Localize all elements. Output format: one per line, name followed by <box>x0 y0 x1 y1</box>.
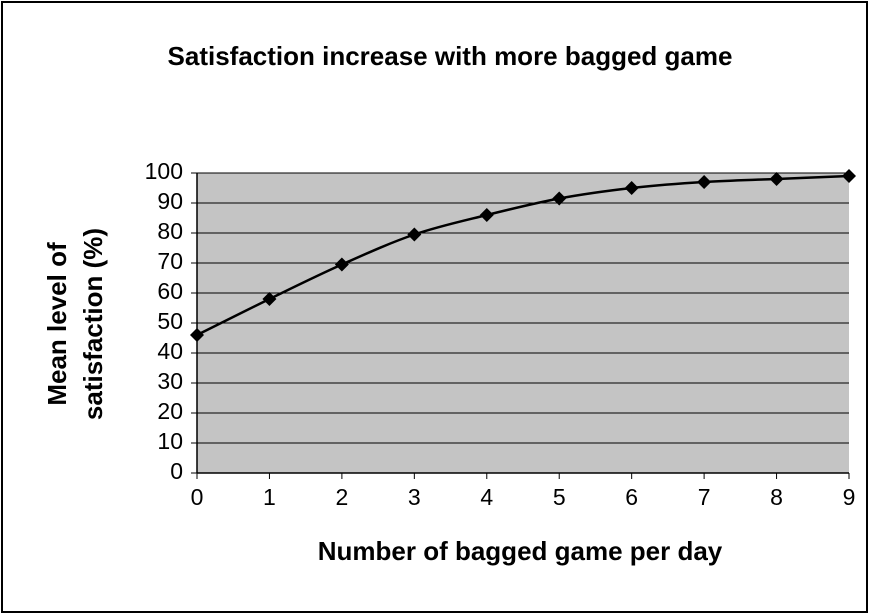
y-tick-label: 80 <box>157 218 183 244</box>
data-point <box>262 292 277 306</box>
y-tick-label: 40 <box>157 338 183 364</box>
data-point <box>697 175 712 189</box>
data-point <box>769 172 784 186</box>
data-point <box>624 181 639 195</box>
y-tick-label: 70 <box>157 248 183 274</box>
y-tick-label: 10 <box>157 428 183 454</box>
y-tick-label: 30 <box>157 368 183 394</box>
x-tick-label: 0 <box>191 484 204 510</box>
x-tick-label: 8 <box>770 484 783 510</box>
x-axis-label: Number of bagged game per day <box>317 536 723 566</box>
y-tick-label: 20 <box>157 398 183 424</box>
series-line <box>196 174 850 337</box>
x-tick-label: 6 <box>625 484 638 510</box>
data-point <box>334 257 349 272</box>
data-point <box>479 208 494 222</box>
x-tick-label: 3 <box>408 484 421 510</box>
data-point <box>842 169 856 183</box>
y-tick-label: 90 <box>157 188 183 214</box>
data-point <box>190 328 204 342</box>
y-tick-label: 100 <box>145 158 183 184</box>
data-point <box>407 227 422 242</box>
x-tick-label: 7 <box>698 484 711 510</box>
x-tick-label: 4 <box>480 484 493 510</box>
y-tick-label: 0 <box>170 458 183 484</box>
x-tick-label: 2 <box>335 484 348 510</box>
chart-title: Satisfaction increase with more bagged g… <box>167 41 733 71</box>
x-tick-label: 5 <box>553 484 566 510</box>
x-tick-label: 1 <box>263 484 276 510</box>
y-tick-label: 60 <box>157 278 183 304</box>
x-tick-label: 9 <box>843 484 856 510</box>
y-axis-label: Mean level of satisfaction (%) <box>42 227 108 421</box>
data-point <box>552 191 567 206</box>
y-tick-label: 50 <box>157 308 183 334</box>
